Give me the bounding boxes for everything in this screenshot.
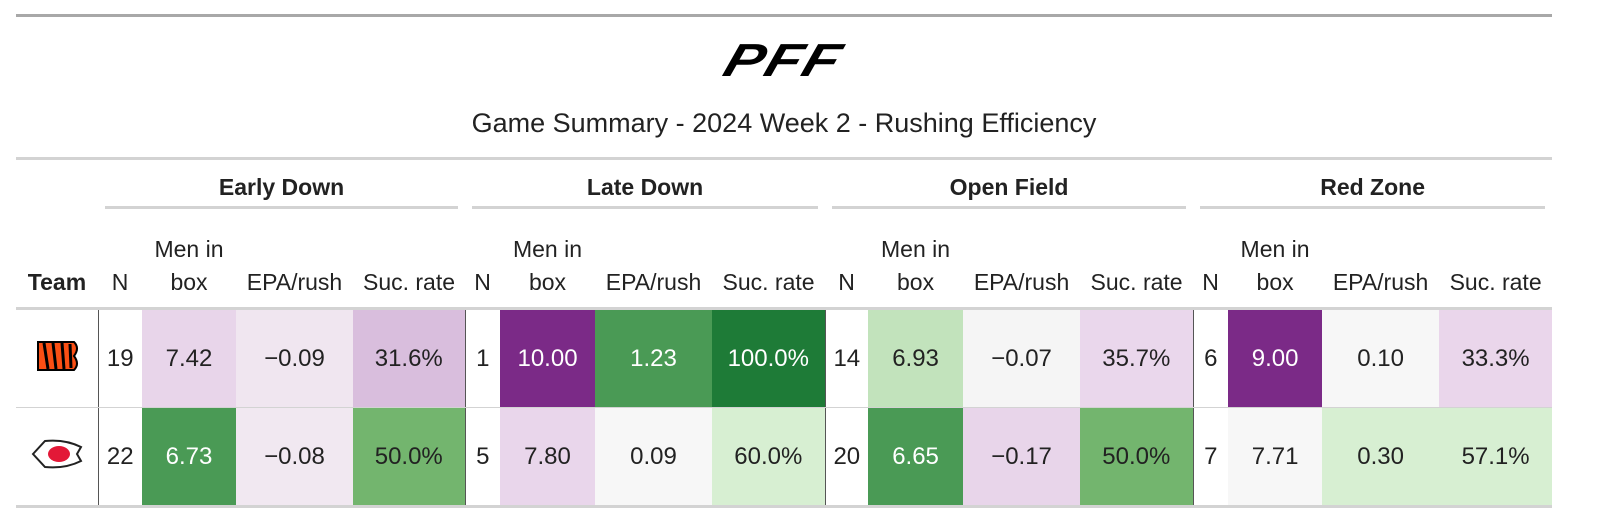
group-header: Red Zone — [1193, 160, 1552, 212]
cell: 1.23 — [595, 308, 713, 408]
cell: 7 — [1192, 407, 1229, 508]
group-header: Late Down — [465, 160, 825, 212]
row: ​226.73−0.0850.0%57.800.0960.0%206.65−0.… — [16, 407, 1553, 508]
cell: 7.71 — [1228, 407, 1323, 508]
cell: 6.93 — [868, 308, 964, 408]
column-header: EPA/rush — [963, 212, 1081, 310]
cell: 100.0% — [712, 308, 826, 408]
cell: 57.1% — [1439, 407, 1553, 508]
cell: −0.07 — [963, 308, 1081, 408]
cell: 22 — [98, 407, 142, 508]
column-header: Men in box — [142, 212, 236, 310]
cell: 19 — [98, 308, 142, 408]
cell: 35.7% — [1080, 308, 1194, 408]
page: PFF Game Summary - 2024 Week 2 - Rushing… — [16, 14, 1553, 508]
cell: 14 — [824, 308, 869, 408]
column-header: EPA/rush — [595, 212, 713, 310]
cell: 9.00 — [1228, 308, 1323, 408]
column-header: N — [1193, 212, 1229, 310]
column-row: Team N Men in box EPA/rush Suc. rate N Men in … — [16, 212, 1553, 310]
column-header: Suc. rate — [712, 212, 826, 310]
column-header: Men in box — [868, 212, 964, 310]
cell: 6 — [1192, 308, 1229, 408]
logo-text: PFF — [717, 34, 851, 86]
group-label: Early Down — [105, 160, 459, 209]
column-header: N — [465, 212, 501, 310]
column-header: N — [98, 212, 142, 310]
team-logo: ​ — [16, 407, 99, 508]
group-header: Open Field — [825, 160, 1193, 212]
cell: 50.0% — [1080, 407, 1194, 508]
cell: 10.00 — [500, 308, 596, 408]
cell: 6.73 — [142, 407, 236, 508]
column-header: EPA/rush — [1322, 212, 1440, 310]
cell: 7.80 — [500, 407, 596, 508]
cell: 20 — [824, 407, 869, 508]
cell: 0.30 — [1322, 407, 1440, 508]
spacer — [16, 160, 98, 212]
cell: −0.09 — [236, 308, 353, 408]
column-header: Men in box — [1228, 212, 1323, 310]
logo: PFF — [16, 17, 1552, 103]
group-label: Open Field — [832, 160, 1187, 209]
cell: 50.0% — [353, 407, 466, 508]
cell: 31.6% — [353, 308, 466, 408]
table: Early Down Late Down Open Field Red Zone Tea… — [16, 160, 1553, 508]
group-label: Red Zone — [1200, 160, 1546, 209]
column-header: EPA/rush — [236, 212, 353, 310]
team-icon: ​ — [31, 439, 83, 469]
column-header: Suc. rate — [1080, 212, 1194, 310]
cell: 7.42 — [142, 308, 236, 408]
team-logo — [16, 308, 99, 408]
cell: −0.17 — [963, 407, 1081, 508]
cell: 60.0% — [712, 407, 826, 508]
cell: 5 — [464, 407, 501, 508]
column-header: Men in box — [500, 212, 596, 310]
group-row: Early Down Late Down Open Field Red Zone — [16, 160, 1552, 212]
cell: 6.65 — [868, 407, 964, 508]
column-header: Suc. rate — [1439, 212, 1553, 310]
title: Game Summary - 2024 Week 2 - Rushing Eff… — [16, 103, 1552, 160]
team-header: Team — [16, 212, 98, 310]
cell: 33.3% — [1439, 308, 1553, 408]
team-icon — [36, 341, 78, 371]
column-header: Suc. rate — [353, 212, 466, 310]
group-header: Early Down — [98, 160, 465, 212]
cell: 0.10 — [1322, 308, 1440, 408]
cell: 0.09 — [595, 407, 713, 508]
cell: 1 — [464, 308, 501, 408]
group-label: Late Down — [472, 160, 819, 209]
row: 19 7.42 −0.09 31.6% 1 10.00 1.23 100.0% 14 6.93 −0… — [16, 308, 1553, 408]
column-header: N — [825, 212, 869, 310]
cell: −0.08 — [236, 407, 353, 508]
